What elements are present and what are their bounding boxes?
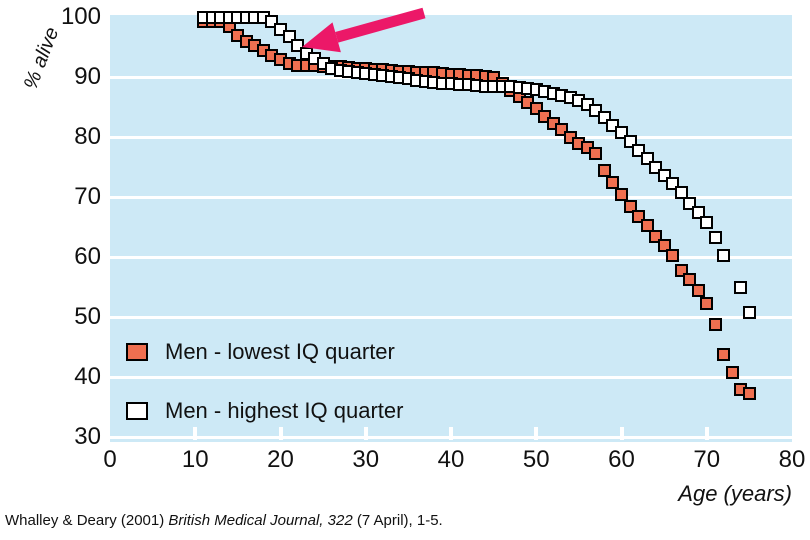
x-axis-tick-label: 60 — [608, 446, 635, 473]
data-point-lowest-iq — [691, 283, 705, 297]
annotation-arrow-icon — [302, 7, 426, 53]
y-axis-tick-label: 60 — [74, 243, 101, 270]
x-axis-title: Age (years) — [678, 481, 792, 506]
y-axis-tick-label: 80 — [74, 123, 101, 150]
gridline — [110, 195, 792, 199]
legend-swatch-lowest-iq — [126, 343, 148, 361]
x-axis-tick-mark — [619, 427, 624, 440]
x-axis-tick-label: 40 — [437, 446, 465, 473]
x-axis-tick-mark — [534, 427, 539, 440]
data-point-lowest-iq — [606, 175, 620, 189]
x-axis-tick-label: 80 — [778, 446, 806, 473]
x-axis-tick-label: 30 — [352, 446, 380, 473]
legend-label-lowest-iq: Men - lowest IQ quarter — [165, 339, 395, 364]
y-axis-tick-label: 30 — [74, 423, 101, 450]
x-axis-tick-label: 10 — [181, 446, 209, 473]
y-axis-tick-label: 100 — [60, 3, 101, 30]
legend-item-highest-iq: Men - highest IQ quarter — [126, 400, 403, 422]
data-point-lowest-iq — [597, 163, 611, 177]
x-axis-tick-label: 0 — [103, 446, 117, 473]
data-point-lowest-iq — [725, 365, 739, 379]
data-point-lowest-iq — [708, 317, 722, 331]
citation-issue: (7 April), 1-5. — [352, 512, 443, 529]
data-point-lowest-iq — [717, 347, 731, 361]
x-axis-tick-label: 50 — [522, 446, 550, 473]
data-point-lowest-iq — [742, 387, 756, 401]
citation-journal: British Medical Journal, 322 — [168, 512, 353, 529]
x-axis-tick-mark — [449, 427, 453, 440]
data-point-lowest-iq — [657, 238, 671, 252]
data-point-highest-iq — [734, 280, 748, 294]
x-axis-tick-mark — [704, 427, 709, 440]
data-point-highest-iq — [674, 186, 688, 200]
gridline — [110, 255, 792, 259]
data-point-highest-iq — [700, 215, 714, 229]
data-point-lowest-iq — [666, 248, 680, 262]
legend-item-lowest-iq: Men - lowest IQ quarter — [126, 341, 395, 363]
y-axis-tick-label: 50 — [74, 303, 101, 330]
data-point-lowest-iq — [615, 188, 628, 202]
gridline — [110, 375, 792, 379]
x-axis-tick-mark — [278, 427, 283, 440]
y-axis-tick-label: 70 — [74, 183, 101, 210]
citation-authors: Whalley & Deary (2001) — [5, 512, 169, 529]
data-point-lowest-iq — [640, 218, 654, 232]
gridline — [110, 315, 792, 319]
data-point-highest-iq — [717, 248, 731, 262]
data-point-lowest-iq — [589, 146, 603, 160]
x-axis-tick-mark — [193, 427, 198, 440]
data-point-highest-iq — [708, 230, 722, 244]
data-point-lowest-iq — [700, 296, 714, 310]
legend-label-highest-iq: Men - highest IQ quarter — [165, 398, 404, 423]
data-point-lowest-iq — [683, 273, 697, 287]
y-axis-tick-label: 90 — [74, 63, 101, 90]
citation: Whalley & Deary (2001) British Medical J… — [5, 511, 443, 531]
x-axis-tick-label: 70 — [693, 446, 721, 473]
legend-swatch-highest-iq — [126, 402, 148, 420]
x-axis-tick-label: 20 — [267, 446, 294, 473]
data-point-highest-iq — [742, 305, 756, 319]
gridline — [110, 135, 792, 139]
y-axis-tick-label: 40 — [74, 363, 101, 390]
x-axis-tick-mark — [363, 427, 368, 440]
plot-area: Men - lowest IQ quarter Men - highest IQ… — [110, 7, 792, 442]
